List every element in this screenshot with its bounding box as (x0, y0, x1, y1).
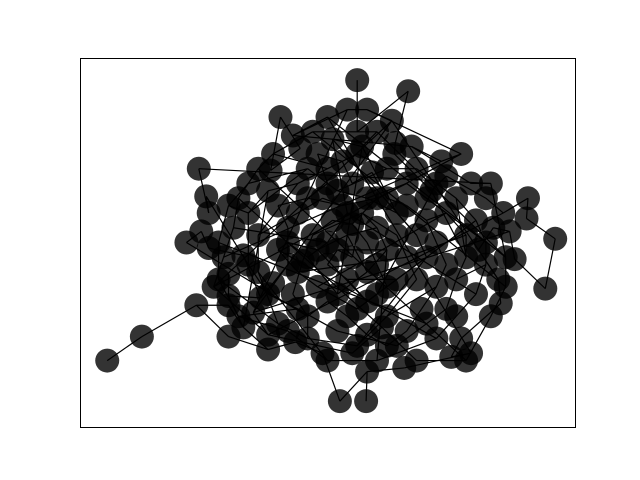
network-node (256, 178, 281, 203)
network-node (95, 348, 120, 373)
network-node (295, 326, 320, 351)
network-node (464, 208, 488, 233)
network-node (404, 348, 429, 373)
network-node (345, 68, 370, 93)
network-node (444, 186, 469, 211)
network-node (444, 267, 469, 292)
network-node (369, 315, 394, 340)
network-node (295, 245, 320, 270)
network-node (285, 200, 310, 225)
network-node (429, 149, 454, 174)
network-node (184, 293, 209, 318)
network-node (473, 252, 498, 277)
network-node (384, 333, 409, 358)
network-node (478, 304, 503, 329)
network-node (201, 274, 226, 299)
network-node (335, 200, 360, 225)
network-node (305, 274, 330, 299)
network-node (404, 267, 429, 292)
network-node (449, 141, 474, 166)
network-node (454, 245, 479, 270)
network-node (396, 79, 421, 104)
network-node (280, 123, 305, 148)
network-node (493, 245, 518, 270)
network-node (354, 389, 379, 414)
network-node (194, 184, 219, 209)
network-node (325, 282, 350, 307)
network-node (345, 296, 370, 321)
network-node (459, 171, 484, 196)
network-node (404, 156, 429, 181)
network-node (335, 223, 360, 248)
network-node (355, 186, 380, 211)
network-node (365, 215, 389, 240)
network-node (295, 156, 320, 181)
network-node (384, 200, 409, 225)
network-node (515, 186, 540, 211)
axes-frame (80, 58, 576, 428)
network-node (325, 319, 350, 344)
network-node (394, 245, 419, 270)
network-node (374, 156, 399, 181)
network-node (226, 186, 251, 211)
network-node (424, 171, 449, 196)
network-node (404, 223, 429, 248)
network-node (340, 341, 365, 366)
network-node (186, 156, 211, 181)
network-node (414, 245, 439, 270)
network-node (365, 282, 389, 307)
network-node (315, 156, 340, 181)
network-node (327, 389, 352, 414)
network-node (315, 105, 340, 130)
network-node (493, 274, 518, 299)
network-node (424, 326, 449, 351)
network-node (478, 171, 503, 196)
network-node (514, 206, 539, 231)
network-node (384, 267, 409, 292)
network-node (275, 230, 300, 255)
network-node (444, 304, 469, 329)
network-node (399, 134, 424, 159)
network-node (454, 348, 479, 373)
network-node (221, 215, 246, 240)
network-node (533, 276, 558, 301)
network-node (275, 319, 300, 344)
network-node (285, 296, 310, 321)
network-node (300, 119, 325, 144)
network-node (236, 252, 261, 277)
network-node (340, 245, 365, 270)
network-node (543, 226, 568, 251)
network-node (246, 223, 271, 248)
network-node (256, 322, 281, 347)
network-node (464, 282, 488, 307)
network-node (350, 134, 375, 159)
network-node (315, 348, 340, 373)
network-node (256, 282, 281, 307)
network-node (246, 156, 271, 181)
network-node (379, 108, 404, 133)
network-node (211, 245, 236, 270)
network-node (374, 237, 399, 262)
network-node (325, 178, 350, 203)
network-node (335, 97, 360, 122)
network-node (355, 97, 380, 122)
network-node (365, 348, 389, 373)
network-node (261, 141, 286, 166)
network-node (129, 324, 154, 349)
network-node (320, 127, 345, 152)
network-node (241, 300, 266, 325)
node-layer (95, 68, 568, 414)
network-node (315, 230, 340, 255)
network-node (424, 274, 449, 299)
network-node (268, 105, 293, 130)
network-node (355, 260, 380, 285)
network-node (473, 230, 498, 255)
